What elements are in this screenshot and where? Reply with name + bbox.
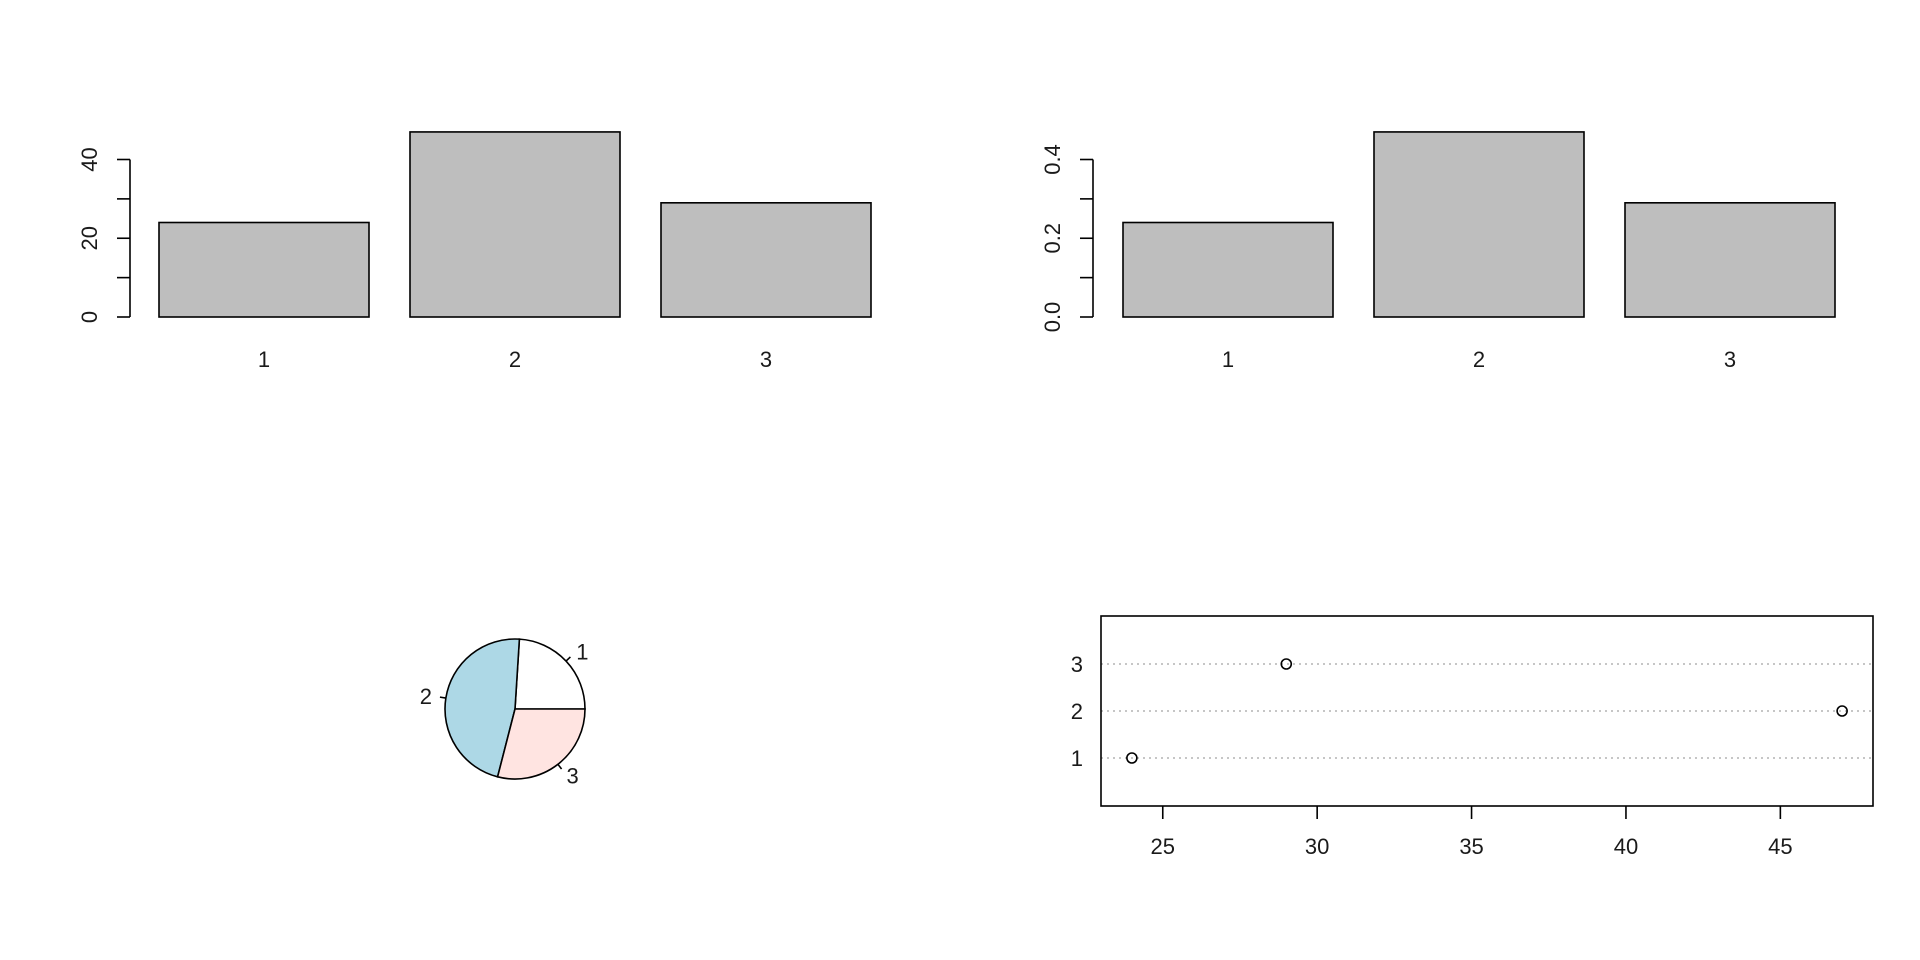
x-category-label: 1 — [1222, 347, 1234, 372]
pie-slice-label: 1 — [576, 639, 588, 664]
pie-slice-label: 3 — [566, 763, 578, 788]
x-category-label: 2 — [509, 347, 521, 372]
pie-slice-label: 2 — [420, 684, 432, 709]
dot-row-label: 1 — [1071, 746, 1083, 771]
x-category-label: 2 — [1473, 347, 1485, 372]
dot-point — [1836, 705, 1848, 717]
pie-chart: 1 2 3 — [420, 638, 588, 788]
dot-point — [1126, 752, 1138, 764]
x-tick-label: 30 — [1305, 834, 1329, 859]
y-tick-label: 40 — [77, 147, 102, 171]
y-tick-label: 20 — [77, 226, 102, 250]
bar — [1624, 202, 1836, 318]
x-tick-label: 25 — [1151, 834, 1175, 859]
y-tick-label: 0.0 — [1040, 302, 1065, 333]
pie-slice — [496, 708, 586, 780]
pie-slice — [514, 638, 586, 710]
dot-chart: 1 2 3 25 30 35 40 45 — [1071, 615, 1874, 859]
pie-label-leader — [557, 763, 563, 770]
bar — [1122, 221, 1334, 318]
y-tick-label: 0 — [77, 311, 102, 323]
x-tick-label: 45 — [1768, 834, 1792, 859]
x-category-label: 3 — [760, 347, 772, 372]
bar — [660, 202, 872, 318]
plot-frame — [1100, 615, 1874, 807]
y-tick-label: 0.4 — [1040, 144, 1065, 175]
dot-row-label: 3 — [1071, 652, 1083, 677]
bar-chart-counts: 0 20 40 1 2 3 — [77, 131, 872, 372]
x-tick-label: 40 — [1614, 834, 1638, 859]
x-category-label: 1 — [258, 347, 270, 372]
dot-row-label: 2 — [1071, 699, 1083, 724]
pie-label-leader — [565, 656, 571, 662]
bar — [1373, 131, 1585, 318]
bar-chart-proportions: 0.0 0.2 0.4 1 2 3 — [1040, 131, 1836, 372]
bar — [158, 221, 370, 318]
x-tick-label: 35 — [1459, 834, 1483, 859]
x-category-label: 3 — [1724, 347, 1736, 372]
pie-label-leader — [439, 696, 446, 699]
dot-point — [1280, 658, 1293, 670]
bar — [409, 131, 621, 318]
y-tick-label: 0.2 — [1040, 223, 1065, 254]
